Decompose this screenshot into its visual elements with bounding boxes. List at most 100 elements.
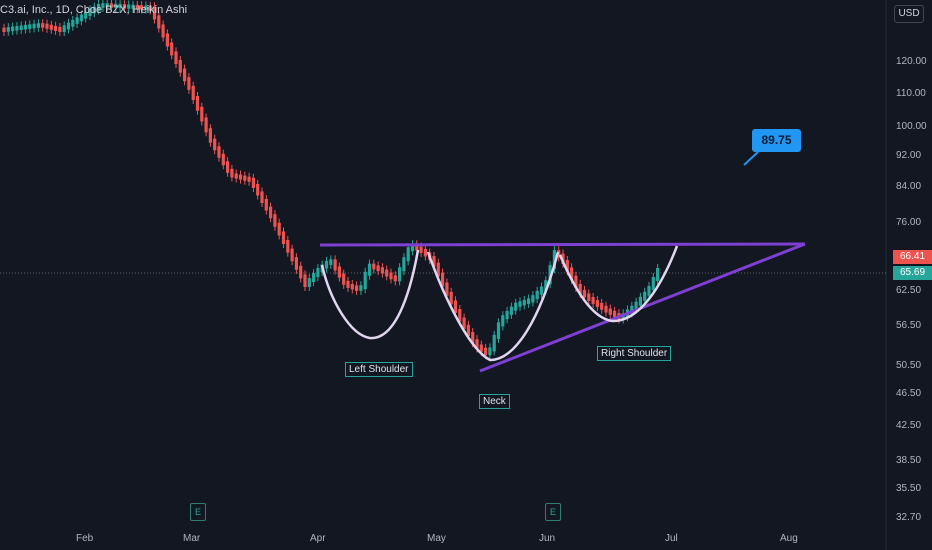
neck-arc[interactable] <box>426 251 560 362</box>
candle-body <box>634 301 638 310</box>
candle-body <box>436 262 440 277</box>
candle-body <box>402 257 406 272</box>
candle-body <box>453 300 458 313</box>
candle-body <box>415 244 419 251</box>
current-price-tag: 66.41 <box>893 250 932 264</box>
candle-body <box>135 4 139 10</box>
candle-body <box>342 273 346 285</box>
price-axis-label: 56.50 <box>896 320 922 331</box>
candle-body <box>6 27 10 32</box>
candle-body <box>79 14 83 22</box>
candle-body <box>32 23 36 29</box>
candle-body <box>2 27 6 32</box>
candle-body <box>591 297 595 305</box>
price-axis-label: 110.00 <box>896 88 926 99</box>
candle-body <box>165 33 169 47</box>
candles-group <box>2 0 660 360</box>
price-axis-label: 35.50 <box>896 483 922 494</box>
candle-body <box>109 3 114 8</box>
candle-body <box>19 25 23 31</box>
candle-body <box>264 199 268 211</box>
candle-body <box>363 271 367 290</box>
candle-body <box>71 20 75 27</box>
right-shoulder-arc[interactable] <box>558 245 679 323</box>
candle-body <box>548 265 552 285</box>
candle-body <box>324 260 329 269</box>
candle-body <box>518 301 522 307</box>
candle-body <box>144 5 148 10</box>
neck-label[interactable]: Neck <box>479 394 510 409</box>
candle-body <box>535 290 539 300</box>
candle-body <box>458 309 462 322</box>
candle-body <box>359 285 363 291</box>
candle-body <box>505 310 509 320</box>
price-axis-label: 76.00 <box>896 217 922 228</box>
candle-body <box>501 315 505 327</box>
candle-body <box>613 310 617 318</box>
candle-body <box>140 5 144 10</box>
candle-body <box>36 23 40 28</box>
candle-body <box>651 276 655 290</box>
price-axis-label: 100.00 <box>896 121 927 132</box>
price-axis-label: 46.50 <box>896 388 922 399</box>
price-axis-label: 120.00 <box>896 56 927 67</box>
candle-body <box>15 26 19 31</box>
candle-body <box>372 263 376 270</box>
left-shoulder-label[interactable]: Left Shoulder <box>345 362 413 377</box>
candle-body <box>595 300 599 307</box>
candle-body <box>41 23 45 28</box>
candle-body <box>23 24 28 30</box>
candle-body <box>260 191 264 203</box>
symbol-title[interactable]: C3.ai, Inc., 1D, Cboe BZX, Heikin Ashi <box>0 4 188 16</box>
candle-body <box>11 26 15 32</box>
candle-body <box>406 247 410 262</box>
close-price-tag: 65.69 <box>893 266 932 280</box>
candle-body <box>350 284 354 290</box>
candle-body <box>432 256 436 267</box>
candle-body <box>449 291 453 305</box>
candle-body <box>131 4 135 9</box>
candle-body <box>277 222 281 236</box>
candle-body <box>488 347 492 356</box>
candle-body <box>234 173 238 179</box>
currency-button[interactable]: USD <box>894 5 924 23</box>
resistance-trendline[interactable] <box>319 242 806 247</box>
candle-body <box>582 289 587 298</box>
candle-body <box>200 106 204 122</box>
candle-body <box>299 265 303 279</box>
earnings-marker-icon[interactable]: E <box>545 503 561 521</box>
target-callout-pointer <box>743 151 759 166</box>
left-shoulder-arc[interactable] <box>320 249 420 340</box>
candle-body <box>441 272 445 287</box>
candle-body <box>195 96 200 111</box>
candle-body <box>333 259 337 271</box>
time-axis-label: Jul <box>665 533 678 544</box>
candle-body <box>479 344 483 352</box>
candle-body <box>531 295 535 303</box>
candle-body <box>544 280 548 291</box>
candle-body <box>419 246 423 253</box>
candle-body <box>600 302 604 310</box>
candle-body <box>170 42 174 56</box>
candle-body <box>312 273 316 283</box>
candle-body <box>191 85 195 100</box>
target-price-callout[interactable]: 89.75 <box>752 129 801 152</box>
candle-body <box>604 305 608 313</box>
candle-body <box>539 286 544 295</box>
time-axis-label: Apr <box>310 533 326 544</box>
price-axis-label: 38.50 <box>896 455 922 466</box>
time-axis-label: Jun <box>539 533 556 544</box>
candle-body <box>475 339 479 349</box>
candle-body <box>630 305 634 314</box>
candle-body <box>608 308 612 315</box>
candle-body <box>574 275 578 288</box>
time-axis-label: Feb <box>76 533 94 544</box>
price-axis-label: 62.50 <box>896 285 922 296</box>
candle-body <box>213 138 217 151</box>
candle-body <box>152 6 157 20</box>
candle-body <box>376 265 380 272</box>
candle-body <box>97 3 101 11</box>
earnings-marker-icon[interactable]: E <box>190 503 206 521</box>
right-shoulder-label[interactable]: Right Shoulder <box>597 346 672 361</box>
